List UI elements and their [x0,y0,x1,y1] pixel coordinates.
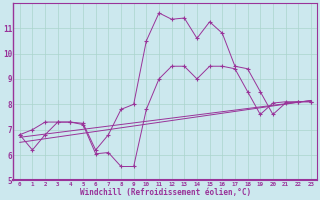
X-axis label: Windchill (Refroidissement éolien,°C): Windchill (Refroidissement éolien,°C) [80,188,251,197]
